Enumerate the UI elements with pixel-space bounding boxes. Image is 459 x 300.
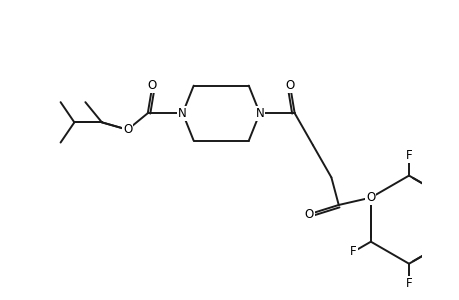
Text: N: N [178, 107, 187, 120]
Text: F: F [405, 149, 411, 162]
Text: F: F [405, 278, 411, 290]
Text: O: O [304, 208, 313, 220]
Text: O: O [365, 191, 375, 204]
Text: F: F [349, 245, 356, 258]
Text: O: O [285, 79, 294, 92]
Text: N: N [255, 107, 263, 120]
Text: O: O [123, 123, 132, 136]
Text: O: O [147, 79, 157, 92]
